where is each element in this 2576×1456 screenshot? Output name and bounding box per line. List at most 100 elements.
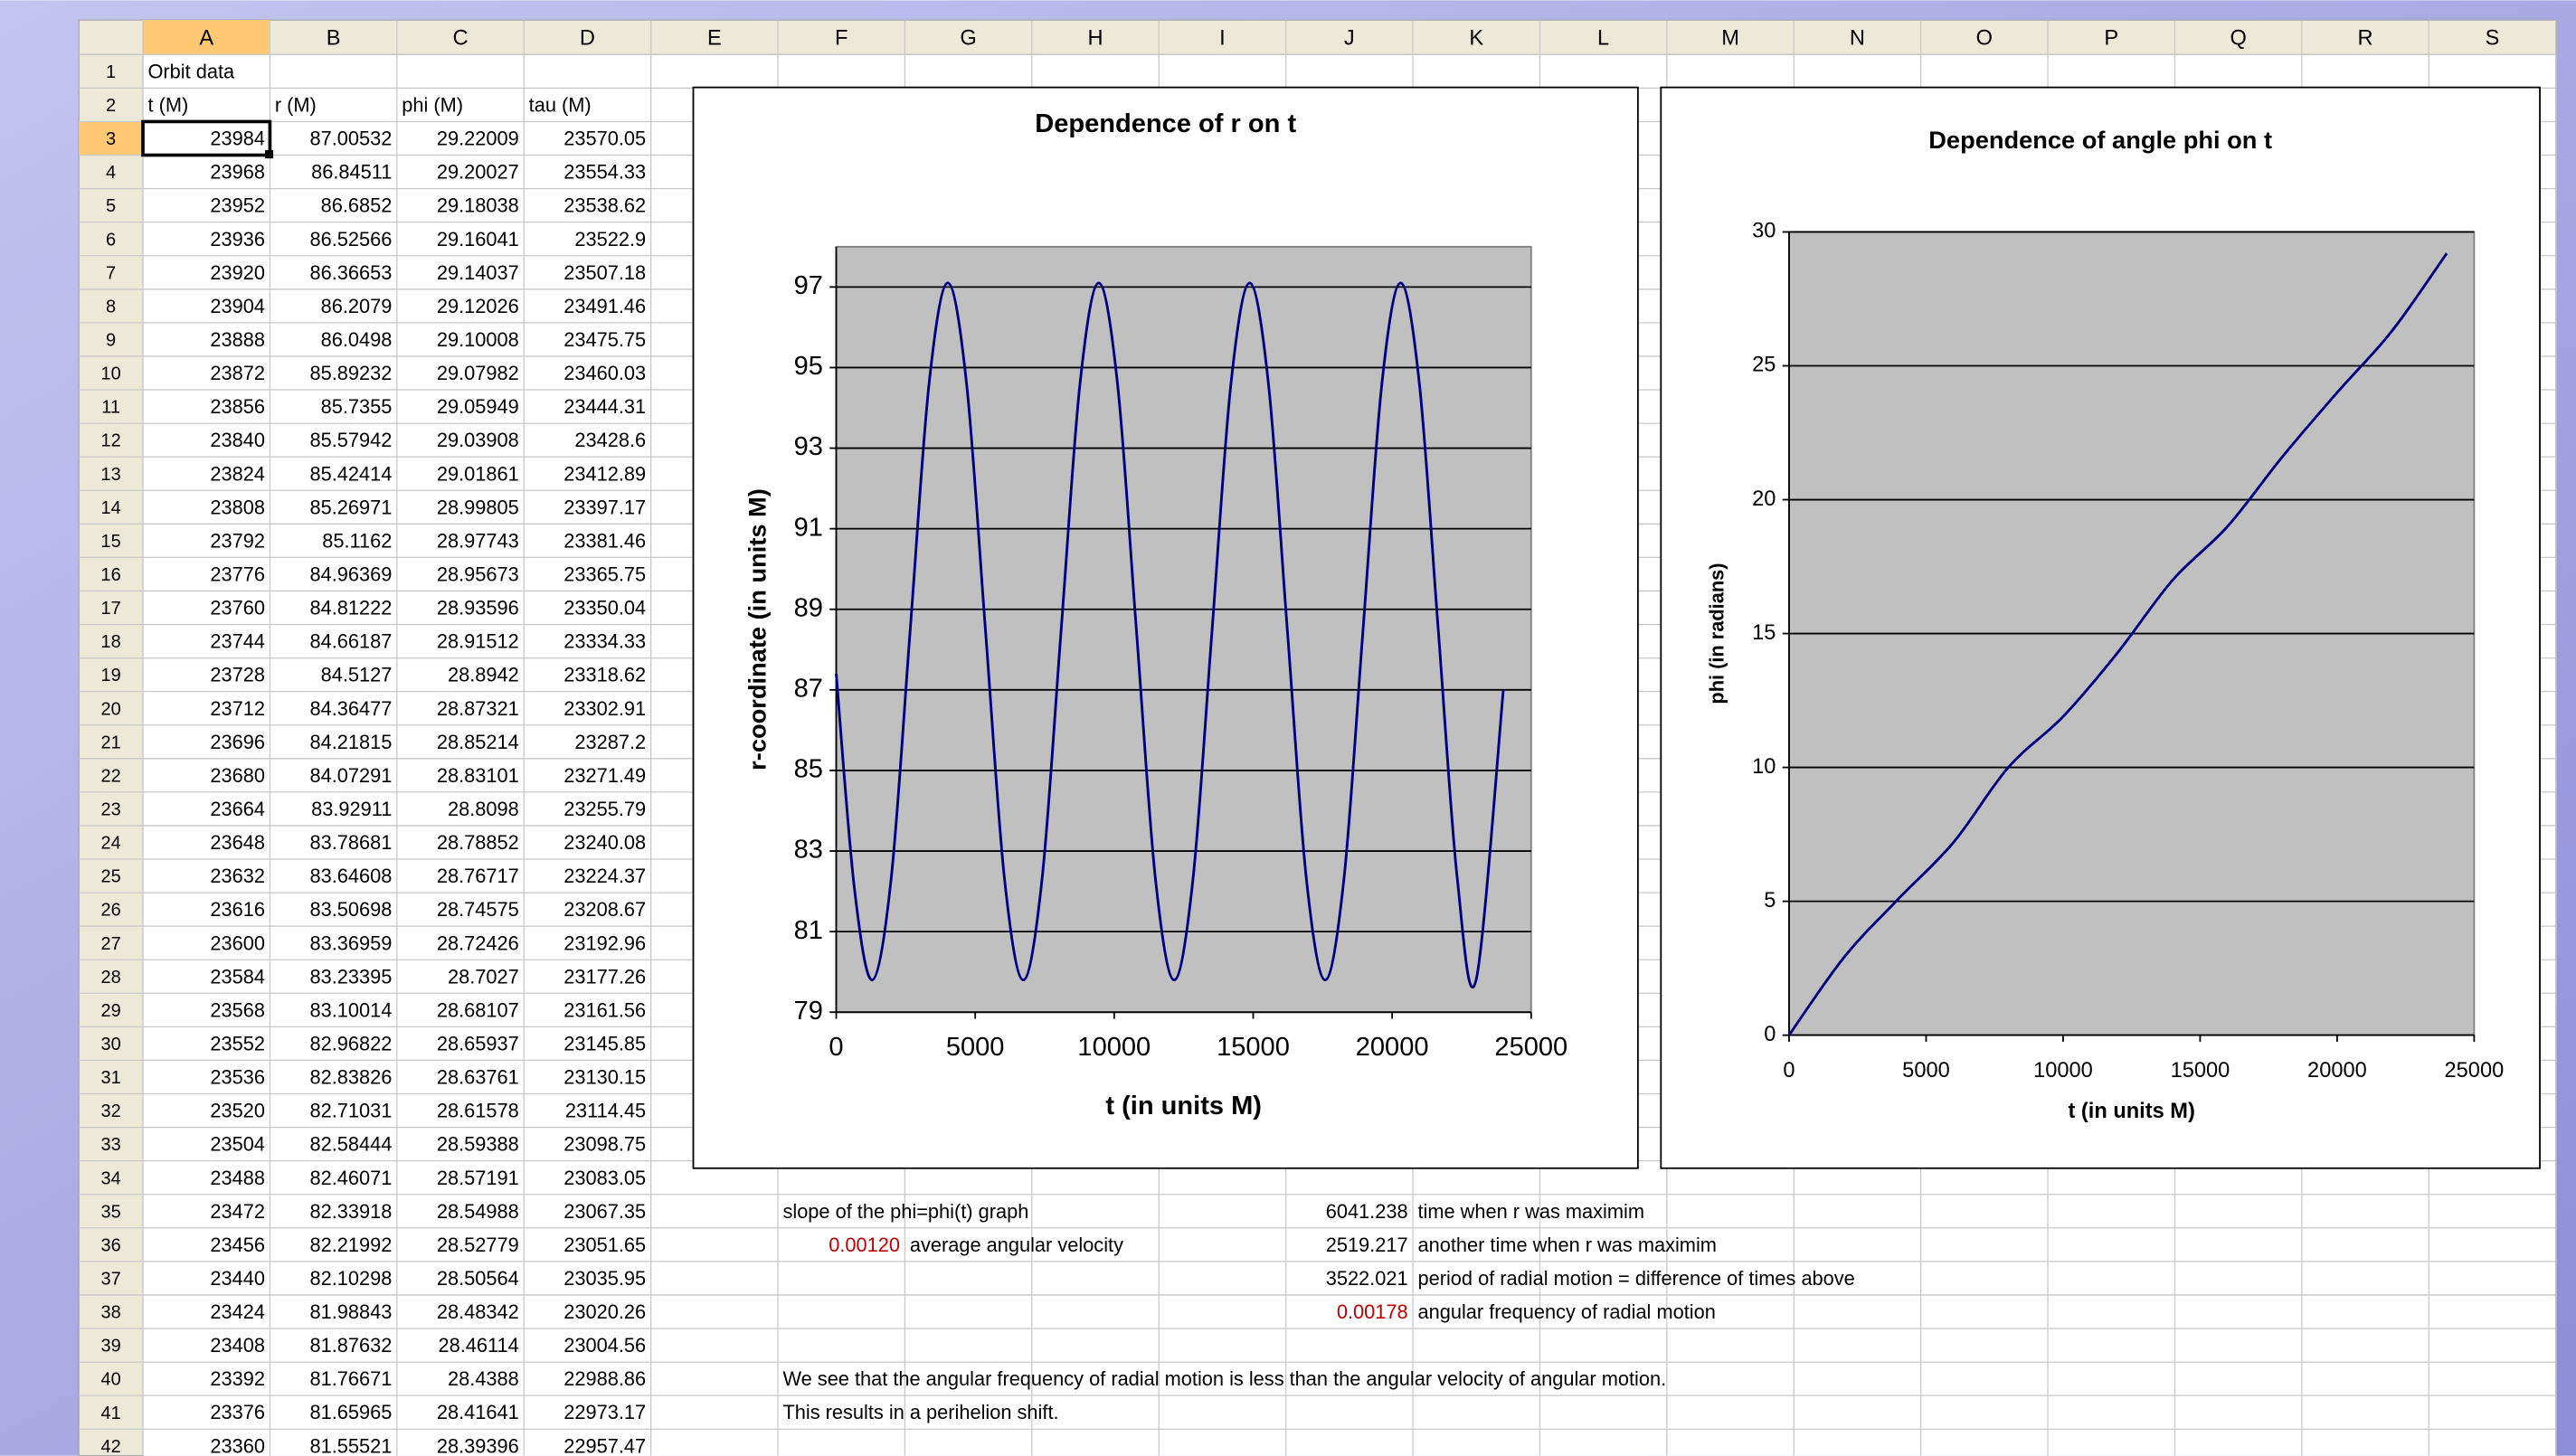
column-header[interactable]: B xyxy=(327,26,341,50)
cell-text[interactable]: 6041.238 xyxy=(1326,1200,1408,1223)
cell-text[interactable]: 23744 xyxy=(210,630,265,653)
cell-text[interactable]: 23632 xyxy=(210,865,265,887)
cell-text[interactable]: 29.16041 xyxy=(437,228,519,251)
cell-text[interactable]: 23920 xyxy=(210,261,265,284)
cell-text[interactable]: 23664 xyxy=(210,798,265,820)
cell-text[interactable]: 23584 xyxy=(210,965,265,988)
cell-text[interactable]: 23318.62 xyxy=(564,664,646,686)
row-header[interactable]: 35 xyxy=(100,1202,120,1222)
cell-text[interactable]: 23392 xyxy=(210,1367,265,1390)
cell-text[interactable]: 85.26971 xyxy=(310,496,393,518)
row-header[interactable]: 11 xyxy=(101,398,120,418)
row-header[interactable]: 20 xyxy=(100,699,120,719)
column-header[interactable]: I xyxy=(1219,26,1226,50)
cell-text[interactable]: 23570.05 xyxy=(564,128,646,150)
row-header[interactable]: 13 xyxy=(100,465,120,485)
cell-text[interactable]: 82.33918 xyxy=(310,1200,393,1223)
cell-text[interactable]: 23680 xyxy=(210,764,265,787)
cell-text[interactable]: 23083.05 xyxy=(564,1167,646,1189)
cell-text[interactable]: 85.89232 xyxy=(310,362,393,384)
cell-text[interactable]: 23035.95 xyxy=(564,1267,646,1290)
cell-text[interactable]: 23808 xyxy=(210,496,265,518)
cell-text[interactable]: 23161.56 xyxy=(564,998,646,1021)
cell-text[interactable]: 28.87321 xyxy=(437,697,519,720)
cell-text[interactable]: 86.52566 xyxy=(310,228,393,251)
cell-text[interactable]: 23287.2 xyxy=(574,731,646,753)
cell-text[interactable]: 28.7027 xyxy=(448,965,519,988)
cell-text[interactable]: 23376 xyxy=(210,1401,265,1423)
cell-text[interactable]: 84.5127 xyxy=(321,664,393,686)
row-header[interactable]: 29 xyxy=(100,1001,120,1021)
cell-text[interactable]: 29.03908 xyxy=(437,429,519,451)
cell-text[interactable]: 83.92911 xyxy=(311,798,392,820)
cell-text[interactable]: 81.76671 xyxy=(310,1367,393,1390)
cell-text[interactable]: 22973.17 xyxy=(564,1401,646,1423)
cell-text[interactable]: 23488 xyxy=(210,1167,265,1189)
cell-text[interactable]: 29.22009 xyxy=(437,128,519,150)
cell-text[interactable]: 28.46114 xyxy=(439,1334,519,1357)
cell-text[interactable]: 28.68107 xyxy=(437,998,519,1021)
row-header[interactable]: 31 xyxy=(100,1068,120,1088)
cell-text[interactable]: 86.6852 xyxy=(321,194,393,217)
cell-text[interactable]: 28.41641 xyxy=(437,1401,519,1423)
cell-text[interactable]: 28.95673 xyxy=(437,563,519,585)
cell-text[interactable]: 84.07291 xyxy=(310,764,393,787)
cell-text[interactable]: 23984 xyxy=(210,128,265,150)
cell-text[interactable]: 28.52779 xyxy=(437,1234,519,1256)
cell-text[interactable]: 84.81222 xyxy=(310,597,393,619)
cell-text[interactable]: 23507.18 xyxy=(564,261,646,284)
row-header[interactable]: 28 xyxy=(100,968,120,988)
cell-text[interactable]: 86.36653 xyxy=(310,261,393,284)
cell-text[interactable]: 23412.89 xyxy=(564,462,646,485)
column-header[interactable]: D xyxy=(580,26,595,50)
cell-text[interactable]: r (M) xyxy=(275,93,317,116)
cell-text[interactable]: 23130.15 xyxy=(564,1066,646,1089)
cell-text[interactable]: 84.96369 xyxy=(310,563,393,585)
cell-text[interactable]: 23428.6 xyxy=(574,429,646,451)
column-header[interactable]: P xyxy=(2104,26,2118,50)
cell-text[interactable]: 83.64608 xyxy=(310,865,393,887)
row-header[interactable]: 39 xyxy=(100,1337,120,1357)
cell-text[interactable]: 82.96822 xyxy=(310,1032,393,1054)
cell-text[interactable]: 28.4388 xyxy=(448,1367,519,1390)
cell-text[interactable]: 23776 xyxy=(210,563,265,585)
row-header[interactable]: 6 xyxy=(106,230,116,250)
cell-text[interactable]: 23224.37 xyxy=(564,865,646,887)
cell-text[interactable]: 23968 xyxy=(210,161,265,184)
row-header[interactable]: 15 xyxy=(100,532,120,552)
cell-text[interactable]: 29.18038 xyxy=(437,194,519,217)
cell-text[interactable]: 82.46071 xyxy=(310,1167,393,1189)
cell-text[interactable]: 23240.08 xyxy=(564,831,646,854)
cell-text[interactable]: 29.07982 xyxy=(437,362,519,384)
cell-text[interactable]: 23381.46 xyxy=(564,529,646,552)
cell-text[interactable]: 0.00178 xyxy=(1337,1300,1408,1323)
cell-text[interactable]: 23728 xyxy=(210,664,265,686)
cell-text[interactable]: 23440 xyxy=(210,1267,265,1290)
column-header[interactable]: S xyxy=(2486,26,2500,50)
cell-text[interactable]: 23522.9 xyxy=(574,228,646,251)
cell-text[interactable]: 23020.26 xyxy=(564,1300,646,1323)
column-header[interactable]: Q xyxy=(2230,26,2246,50)
cell-text[interactable]: 23554.33 xyxy=(564,161,646,184)
row-header[interactable]: 12 xyxy=(100,431,120,451)
cell-text[interactable]: 23872 xyxy=(210,362,265,384)
cell-text[interactable]: 28.83101 xyxy=(437,764,519,787)
cell-text[interactable]: 84.66187 xyxy=(310,630,393,653)
column-header[interactable]: L xyxy=(1597,26,1609,50)
cell-text[interactable]: 85.42414 xyxy=(310,462,393,485)
cell-text[interactable]: 23255.79 xyxy=(564,798,646,820)
cell-text[interactable]: 23520 xyxy=(210,1100,265,1122)
cell-text[interactable]: 23504 xyxy=(210,1133,265,1156)
row-header[interactable]: 17 xyxy=(100,599,120,619)
cell-text[interactable]: 81.98843 xyxy=(310,1300,393,1323)
cell-text[interactable]: 3522.021 xyxy=(1326,1267,1408,1290)
cell-text[interactable]: 85.57942 xyxy=(310,429,393,451)
cell-text[interactable]: 23840 xyxy=(210,429,265,451)
column-header[interactable]: M xyxy=(1721,26,1739,50)
cell-text[interactable]: 28.57191 xyxy=(437,1167,519,1189)
cell-text[interactable]: 23114.45 xyxy=(565,1100,646,1122)
column-header[interactable]: E xyxy=(707,26,722,50)
row-header[interactable]: 9 xyxy=(106,331,116,351)
cell-text[interactable]: 84.21815 xyxy=(310,731,393,753)
cell-text[interactable]: 23536 xyxy=(210,1066,265,1089)
